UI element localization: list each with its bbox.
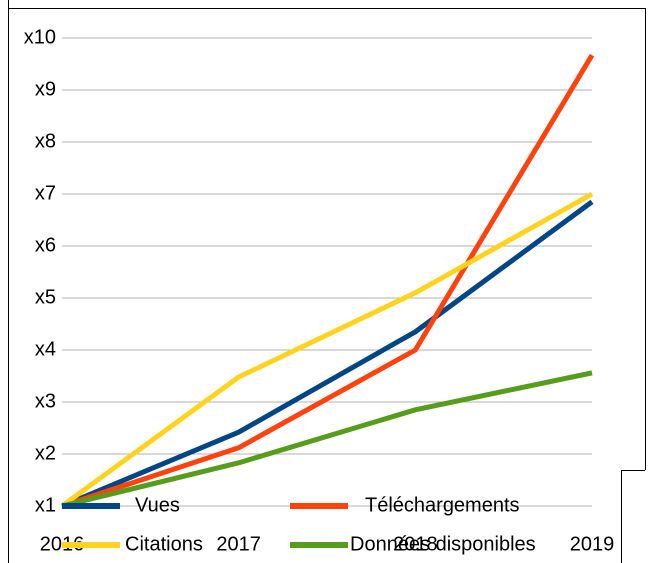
- legend-label: Téléchargements: [365, 494, 520, 516]
- series-line: [61, 199, 594, 509]
- y-tick-label: x1: [35, 494, 56, 516]
- series-line: [61, 53, 595, 509]
- y-tick-label: x4: [35, 338, 56, 360]
- legend-label: Citations: [125, 533, 203, 555]
- x-tick-label: 2017: [216, 533, 261, 555]
- x-tick-label: 2019: [570, 533, 615, 555]
- x-tick-label: 2018: [393, 533, 438, 555]
- legend-label: Vues: [135, 494, 180, 516]
- y-tick-label: x9: [35, 78, 56, 100]
- series-line: [61, 370, 593, 509]
- legend-label: Données disponibles: [350, 533, 536, 555]
- y-tick-label: x10: [24, 26, 56, 48]
- y-tick-label: x2: [35, 442, 56, 464]
- y-tick-label: x8: [35, 130, 56, 152]
- y-tick-label: x5: [35, 286, 56, 308]
- y-tick-label: x3: [35, 390, 56, 412]
- series-line: [60, 191, 594, 509]
- y-tick-label: x7: [35, 182, 56, 204]
- y-tick-label: x6: [35, 234, 56, 256]
